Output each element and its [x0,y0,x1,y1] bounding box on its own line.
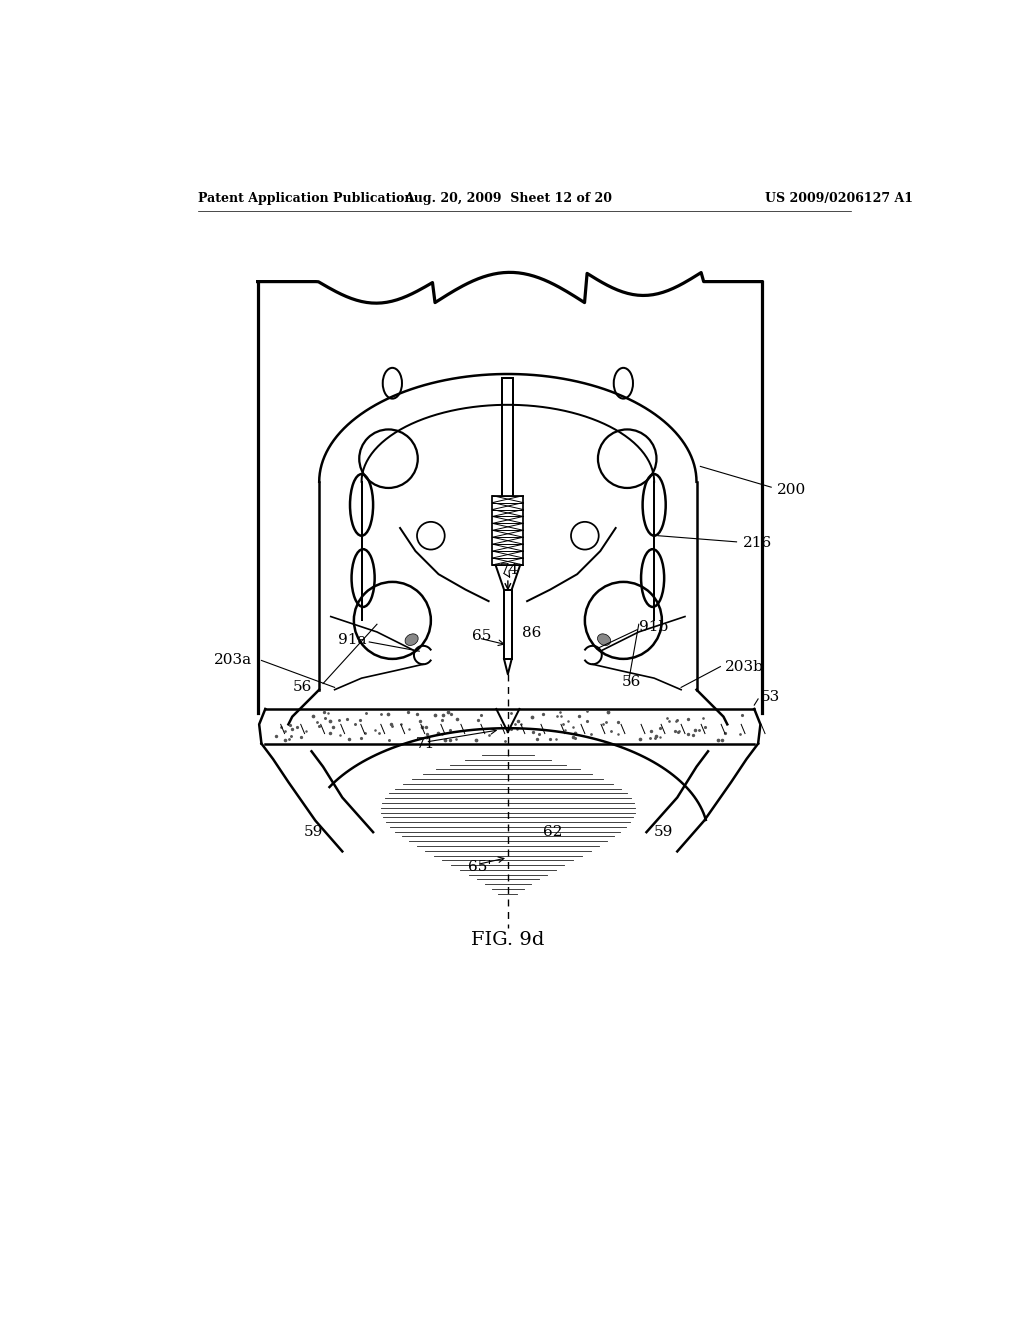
Text: 203b: 203b [725,660,764,673]
Text: 91a: 91a [339,632,367,647]
Text: 59: 59 [654,825,674,840]
Text: Aug. 20, 2009  Sheet 12 of 20: Aug. 20, 2009 Sheet 12 of 20 [403,191,612,205]
Ellipse shape [598,634,610,645]
Text: 65: 65 [472,628,492,643]
Text: US 2009/0206127 A1: US 2009/0206127 A1 [765,191,913,205]
Text: 216: 216 [742,536,772,550]
Text: 53: 53 [761,690,779,705]
Bar [493,496,523,565]
Bar [503,378,513,498]
Text: 62: 62 [543,825,562,840]
Text: 86: 86 [521,627,541,640]
Text: 56: 56 [622,675,641,689]
Text: 56: 56 [292,680,311,693]
Text: 91b: 91b [639,619,668,634]
Bar [504,590,512,659]
Text: Patent Application Publication: Patent Application Publication [199,191,414,205]
Text: 71: 71 [416,737,435,751]
Text: 74: 74 [500,564,519,577]
Text: 203a: 203a [214,653,252,668]
Text: FIG. 9d: FIG. 9d [471,931,545,949]
Text: 200: 200 [777,483,807,496]
Ellipse shape [406,634,418,645]
Text: 59: 59 [304,825,324,840]
Text: 65': 65' [468,859,492,874]
